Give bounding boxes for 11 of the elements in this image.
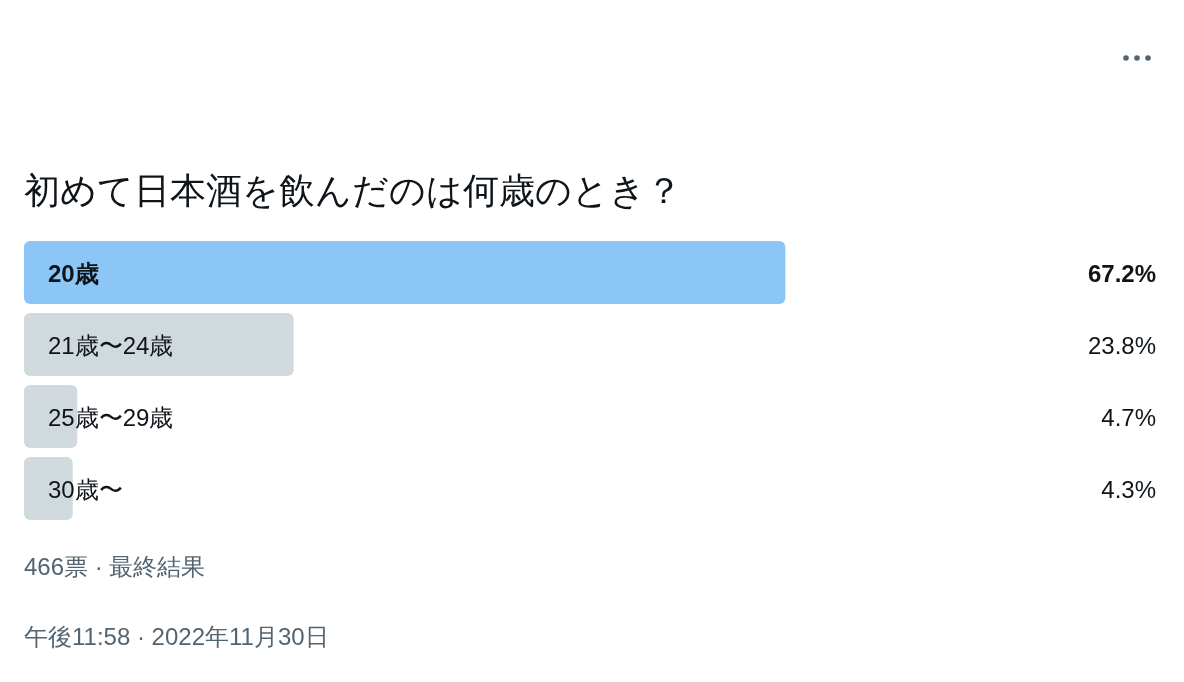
y-tick-label: 21歳〜24歳 [48, 331, 174, 359]
y-tick-label: 30歳〜 [48, 475, 123, 503]
data-label: 4.7% [1101, 403, 1156, 431]
text: 466票 · 最終結果 [24, 553, 206, 580]
data-label: 23.8% [1087, 331, 1156, 359]
y-tick-label: 20歳 [48, 259, 99, 287]
data-label: 4.3% [1101, 475, 1156, 503]
y-tick-label: 25歳〜29歳 [48, 403, 174, 431]
data-label: 67.2% [1087, 259, 1156, 287]
text: 午後11:58 · 2022年11月30日 [24, 623, 329, 650]
chart-title: 初めて日本酒を飲んだのは何歳のとき？ [24, 170, 682, 211]
